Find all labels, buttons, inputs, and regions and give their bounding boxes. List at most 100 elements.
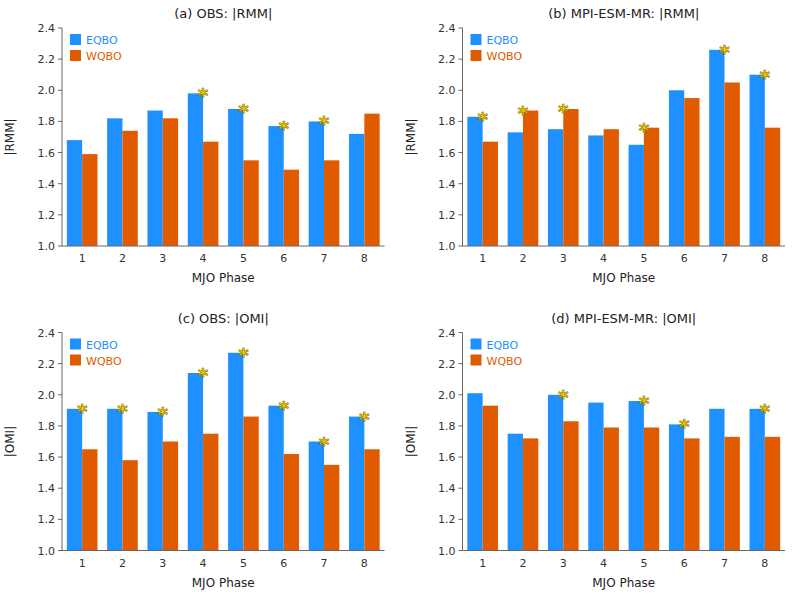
bar xyxy=(188,373,203,551)
y-tick xyxy=(58,550,62,551)
y-tick-label: 1.6 xyxy=(438,147,456,160)
x-tick-label: 6 xyxy=(280,557,287,570)
significance-star: * xyxy=(760,65,771,89)
bar xyxy=(669,90,684,246)
significance-star: * xyxy=(77,399,88,423)
y-tick xyxy=(58,332,62,333)
bar xyxy=(122,460,137,550)
bar xyxy=(163,118,178,246)
y-tick xyxy=(58,59,62,60)
significance-star: * xyxy=(679,414,690,438)
bar xyxy=(750,409,765,551)
x-tick-label: 4 xyxy=(200,252,207,265)
y-tick-label: 1.0 xyxy=(438,240,456,253)
y-tick xyxy=(459,183,463,184)
significance-star: * xyxy=(518,101,529,125)
significance-star: * xyxy=(719,40,730,64)
bars xyxy=(467,50,780,246)
bar xyxy=(684,438,699,550)
y-tick xyxy=(58,363,62,364)
bar xyxy=(467,117,482,246)
y-tick-label: 1.2 xyxy=(38,209,56,222)
y-tick-label: 2.4 xyxy=(38,22,56,35)
y-tick xyxy=(459,363,463,364)
significance-star: * xyxy=(198,363,209,387)
bar xyxy=(750,75,765,246)
x-tick-label: 2 xyxy=(519,557,526,570)
x-tick-label: 3 xyxy=(560,557,567,570)
bar xyxy=(349,134,364,246)
bar xyxy=(324,160,339,246)
significance-star: * xyxy=(319,111,330,135)
bar xyxy=(563,421,578,550)
y-tick xyxy=(58,425,62,426)
y-tick xyxy=(58,214,62,215)
bar xyxy=(588,403,603,551)
x-tick-label: 3 xyxy=(560,252,567,265)
y-tick-label: 1.4 xyxy=(38,178,56,191)
y-tick-label: 2.0 xyxy=(438,389,456,402)
x-tick-label: 1 xyxy=(479,252,486,265)
bar xyxy=(268,126,283,246)
y-tick xyxy=(459,90,463,91)
y-axis xyxy=(62,333,63,551)
bar xyxy=(709,409,724,551)
panel: (b) MPI-ESM-MR: |RMM|1.01.21.41.61.82.02… xyxy=(404,6,786,285)
y-tick xyxy=(459,214,463,215)
bar xyxy=(508,132,523,246)
bar xyxy=(67,140,82,246)
y-tick xyxy=(459,394,463,395)
x-tick-label: 7 xyxy=(721,252,728,265)
y-tick-label: 2.4 xyxy=(38,327,56,340)
bar xyxy=(548,129,563,246)
y-tick xyxy=(58,90,62,91)
y-tick-label: 2.0 xyxy=(438,84,456,97)
significance-star: * xyxy=(639,118,650,142)
bar xyxy=(284,170,299,246)
y-tick-label: 1.4 xyxy=(38,482,56,495)
x-tick-label: 8 xyxy=(361,557,368,570)
bar xyxy=(122,131,137,246)
legend-label: WQBO xyxy=(86,355,122,368)
y-tick-label: 1.0 xyxy=(38,240,56,253)
y-tick-label: 1.0 xyxy=(438,545,456,558)
bar xyxy=(324,465,339,551)
x-tick-label: 4 xyxy=(600,252,607,265)
significance-star: * xyxy=(477,107,488,131)
x-tick-label: 6 xyxy=(280,252,287,265)
significance-star: * xyxy=(319,432,330,456)
legend-label: WQBO xyxy=(487,50,523,63)
bar xyxy=(228,109,243,246)
x-tick-label: 5 xyxy=(240,252,247,265)
bar xyxy=(765,437,780,551)
bar xyxy=(82,154,97,246)
y-axis-label: |RMM| xyxy=(404,118,418,155)
panel-title: (b) MPI-ESM-MR: |RMM| xyxy=(548,6,699,21)
y-tick xyxy=(58,457,62,458)
x-axis-label: MJO Phase xyxy=(192,576,255,590)
significance-star: * xyxy=(639,391,650,415)
bar xyxy=(349,417,364,551)
panel: (c) OBS: |OMI|1.01.21.41.61.82.02.22.412… xyxy=(3,311,385,590)
bar xyxy=(644,427,659,550)
legend-label: EQBO xyxy=(487,34,519,47)
y-tick xyxy=(58,519,62,520)
panel-title: (c) OBS: |OMI| xyxy=(178,311,269,326)
x-axis xyxy=(463,550,786,551)
bar xyxy=(709,50,724,246)
bar xyxy=(268,406,283,551)
y-tick-label: 1.0 xyxy=(38,545,56,558)
bar xyxy=(107,409,122,551)
bar xyxy=(147,412,162,551)
bar xyxy=(364,449,379,550)
x-tick-label: 6 xyxy=(681,557,688,570)
bar xyxy=(243,160,258,246)
bar xyxy=(604,427,619,550)
legend-label: EQBO xyxy=(86,34,118,47)
figure: (a) OBS: |RMM|1.01.21.41.61.82.02.22.412… xyxy=(0,0,801,609)
bar xyxy=(604,129,619,246)
bar xyxy=(483,406,498,551)
bar xyxy=(483,142,498,246)
y-axis-label: |OMI| xyxy=(3,426,17,457)
y-tick xyxy=(58,246,62,247)
